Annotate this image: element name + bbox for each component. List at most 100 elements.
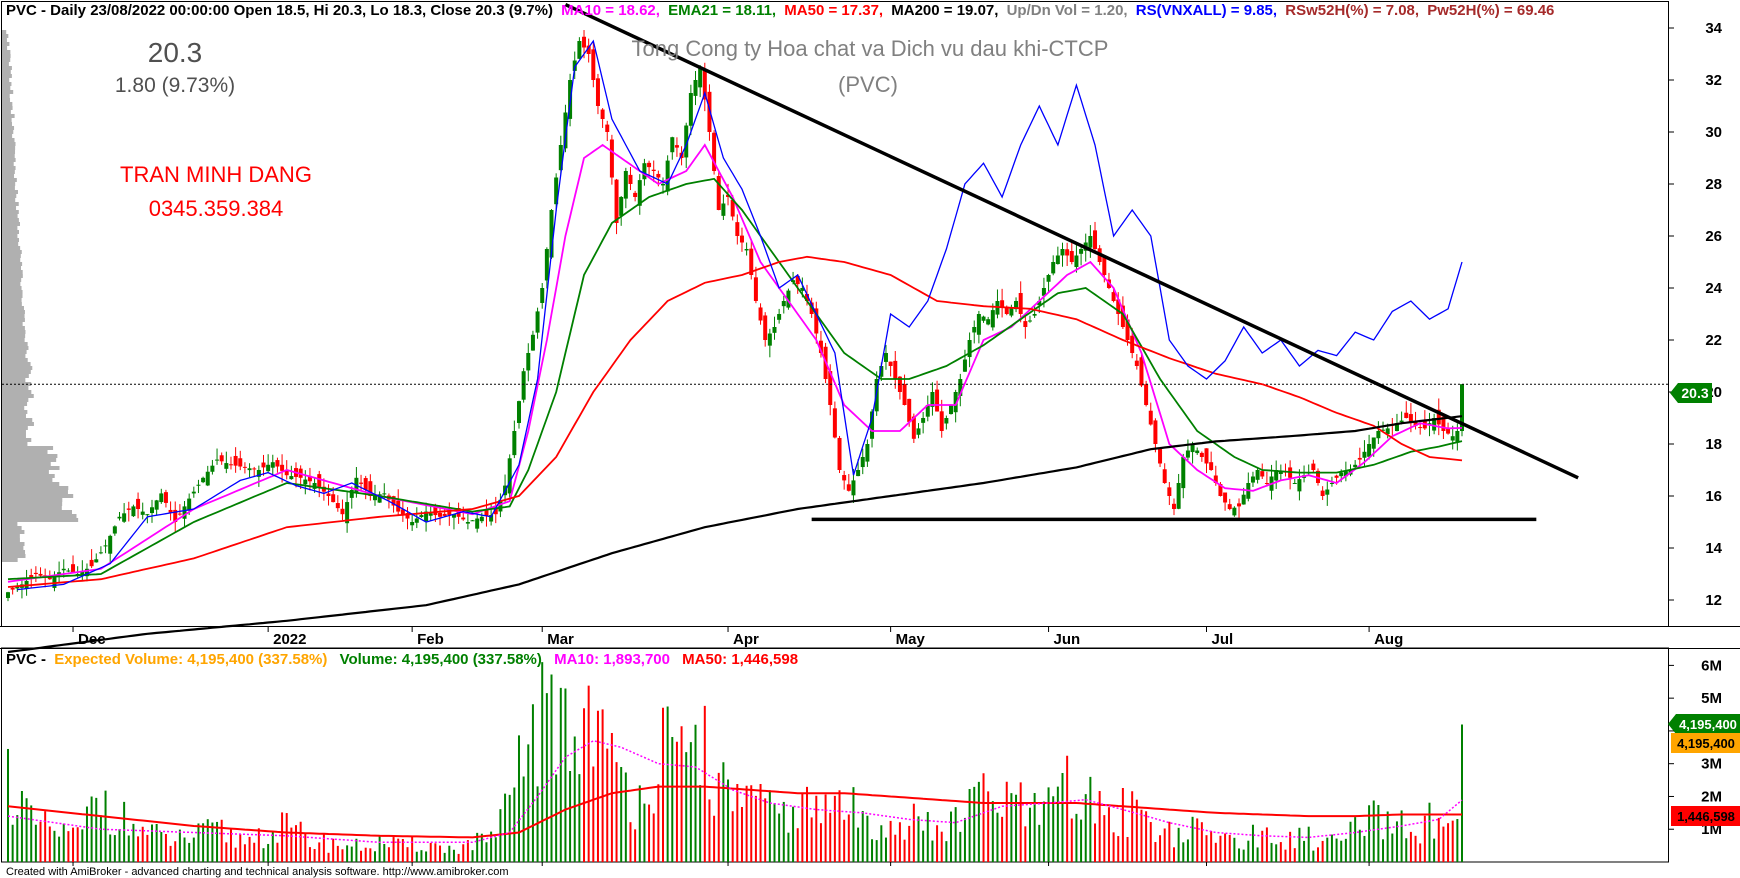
candle-body (911, 416, 916, 439)
candle-body (623, 171, 628, 199)
candle-body (182, 506, 187, 519)
candle-body (1353, 464, 1358, 468)
candle-body (605, 124, 610, 132)
candle-body (140, 511, 145, 515)
date-axis: Dec 2022 Feb Mar Apr May Jun Jul Aug (72, 626, 1403, 866)
volume-profile-bar (2, 174, 15, 178)
candle-body (66, 570, 71, 572)
trendline-descending-resistance (564, 3, 1579, 480)
candle-body (1237, 503, 1242, 507)
candle-body (786, 290, 791, 308)
volume-profile-bar (2, 382, 32, 386)
candle-body (721, 203, 726, 216)
candle-body (935, 389, 940, 412)
candle-body (391, 496, 396, 506)
candle-body (451, 514, 456, 518)
volume-axis-label: 2M (1701, 788, 1722, 805)
candle-body (1223, 492, 1228, 503)
volume-profile-bar (2, 494, 74, 498)
header-ma50: MA50 = 17.37, (784, 2, 883, 19)
header-ma200: MA200 = 19.07, (891, 2, 998, 19)
volume-profile-bar (2, 474, 55, 478)
volume-header-volume: Volume: 4,195,400 (337.58%) (340, 651, 542, 668)
candle-body (1227, 504, 1232, 509)
volume-profile-bar (2, 410, 28, 414)
candle-body (684, 125, 689, 158)
volume-profile-bar (2, 518, 79, 522)
candle-body (479, 516, 484, 522)
volume-profile-bar (2, 538, 20, 542)
volume-profile-bar (2, 414, 26, 418)
candle-body (228, 464, 233, 466)
candle-body (1014, 301, 1019, 310)
price-axis-label: 18 (1705, 436, 1722, 453)
candle-body (498, 499, 503, 512)
volume-profile-bar (2, 510, 73, 514)
volume-axis-label: 5M (1701, 690, 1722, 707)
candle-body (428, 513, 433, 516)
candle-body (303, 479, 308, 485)
chart-header: PVC - Daily 23/08/2022 00:00:00 Open 18.… (6, 2, 1554, 19)
price-axis-label: 34 (1705, 20, 1722, 37)
candle-body (572, 60, 577, 71)
candle-body (1167, 487, 1172, 496)
candle-body (530, 334, 535, 351)
candle-body (1079, 249, 1084, 254)
volume-profile-bar (2, 486, 69, 490)
volume-profile-bar (2, 390, 32, 394)
volume-profile (2, 30, 79, 562)
volume-ma-lines (7, 740, 1463, 844)
volume-profile-bar (2, 298, 22, 302)
footer-credit: Created with AmiBroker - advanced charti… (6, 866, 509, 878)
candle-body (526, 353, 531, 371)
candle-body (261, 462, 266, 468)
volume-profile-bar (2, 62, 9, 66)
candle-body (1455, 431, 1460, 442)
volume-profile-bar (2, 398, 29, 402)
candle-body (883, 353, 888, 362)
candle-body (944, 418, 949, 424)
date-label: Aug (1374, 631, 1403, 648)
candle-body (772, 327, 777, 333)
candle-body (461, 517, 466, 520)
candle-body (1381, 429, 1386, 431)
candle-body (215, 459, 220, 461)
candle-body (321, 486, 326, 492)
volume-profile-bar (2, 514, 77, 518)
candle-body (1209, 462, 1214, 470)
volume-profile-bar (2, 178, 17, 182)
candle-body (856, 470, 861, 477)
price-axis-label: 28 (1705, 176, 1722, 193)
candle-body (563, 112, 568, 149)
candle-body (651, 169, 656, 171)
candle-body (201, 477, 206, 483)
volume-tag-ma50-label: 1,446,598 (1677, 809, 1735, 824)
candle-body (726, 194, 731, 197)
candle-body (981, 316, 986, 321)
candle-body (554, 177, 559, 205)
price-large: 20.3 (148, 37, 203, 68)
price-change: 1.80 (9.73%) (115, 74, 235, 97)
volume-profile-bar (2, 226, 18, 230)
candle-body (1204, 448, 1209, 464)
candle-body (1125, 319, 1130, 340)
candle-body (647, 162, 652, 168)
volume-profile-bar (2, 146, 16, 150)
volume-profile-bar (2, 362, 31, 366)
candle-body (1093, 230, 1098, 249)
volume-profile-bar (2, 522, 18, 526)
candle-body (1144, 384, 1149, 405)
volume-profile-bar (2, 258, 21, 262)
candle-body (150, 507, 155, 514)
volume-profile-bar (2, 450, 48, 454)
candle-body (851, 480, 856, 496)
candle-body (1394, 423, 1399, 432)
volume-profile-bar (2, 86, 11, 90)
header-updn: Up/Dn Vol = 1.20, (1007, 2, 1128, 19)
candle-body (1111, 292, 1116, 301)
candle-body (879, 366, 884, 377)
candle-body (345, 502, 350, 524)
candle-body (187, 498, 192, 511)
candle-body (1362, 451, 1367, 458)
